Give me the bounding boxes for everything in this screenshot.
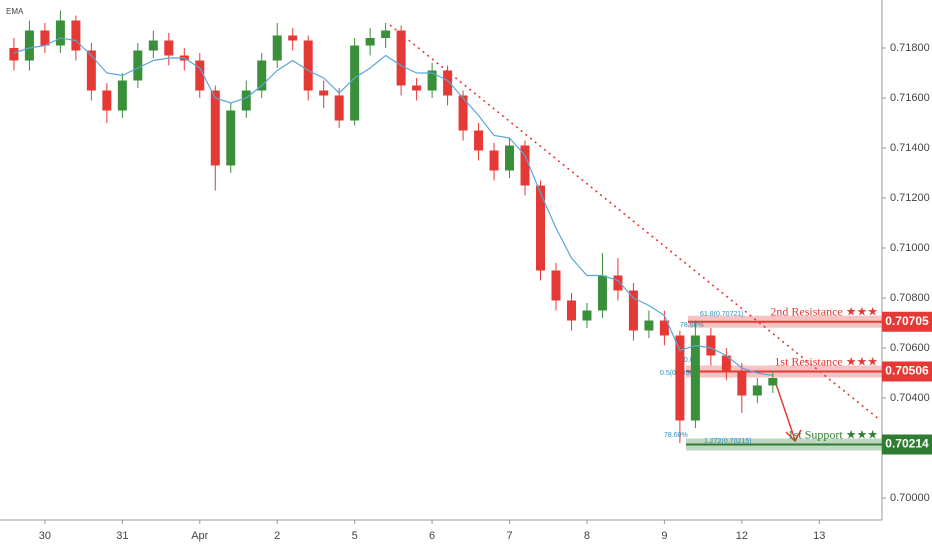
x-tick-label: 5 — [352, 530, 358, 542]
candle-body — [582, 310, 592, 321]
fib-label: 78.60% — [664, 432, 688, 439]
candle-body — [566, 300, 576, 321]
price-badge-label: 0.70705 — [885, 314, 929, 328]
candle-body — [350, 45, 360, 121]
candle-body — [489, 150, 499, 171]
candle-body — [102, 90, 112, 111]
candle-body — [257, 60, 267, 91]
candle-body — [628, 290, 638, 331]
candle-body — [303, 40, 313, 91]
candle-body — [117, 80, 127, 111]
y-tick-label: 0.70600 — [890, 342, 930, 354]
y-tick-label: 0.70800 — [890, 292, 930, 304]
candle-body — [752, 385, 762, 396]
candle-body — [241, 90, 251, 111]
candle-body — [536, 185, 546, 271]
candle-body — [9, 48, 19, 61]
zone-label: 2nd Resistance ★★★ — [770, 305, 878, 319]
candle-body — [520, 145, 530, 186]
candle-body — [133, 50, 143, 81]
candle-body — [40, 30, 50, 46]
price-badge — [882, 361, 932, 382]
y-tick-label: 0.71800 — [890, 42, 930, 54]
candle-body — [365, 38, 375, 46]
forecast-arrow — [775, 383, 802, 443]
y-tick-label: 0.71400 — [890, 142, 930, 154]
x-tick-label: 7 — [506, 530, 512, 542]
x-tick-label: 31 — [116, 530, 128, 542]
x-tick-label: Apr — [191, 530, 208, 542]
candle-body — [644, 320, 654, 331]
candle-body — [334, 95, 344, 121]
candle-body — [443, 70, 453, 96]
candle-body — [381, 30, 391, 38]
candle-body — [412, 85, 422, 91]
candle-body — [164, 40, 174, 56]
y-tick-label: 0.71600 — [890, 92, 930, 104]
candle-body — [690, 335, 700, 421]
price-badge-label: 0.70214 — [885, 437, 929, 451]
candle-body — [474, 130, 484, 151]
candle-body — [86, 50, 96, 91]
fib-label: 50.0% — [680, 357, 700, 364]
candle-body — [148, 40, 158, 51]
y-tick-label: 0.71000 — [890, 242, 930, 254]
candle-body — [272, 35, 282, 61]
candle-body — [597, 275, 607, 311]
zone-label: 1st Resistance ★★★ — [774, 354, 878, 368]
x-tick-label: 30 — [39, 530, 51, 542]
ema-line — [13, 37, 773, 377]
candle-body — [427, 70, 437, 91]
y-tick-label: 0.71200 — [890, 192, 930, 204]
candle-body — [210, 90, 220, 166]
price-badge-label: 0.70506 — [885, 364, 929, 378]
fib-label: 1.272(0.70215) — [704, 438, 751, 445]
candle-body — [675, 335, 685, 421]
candle-body — [613, 275, 623, 291]
fib-label: 78.60% — [680, 322, 704, 329]
candle-body — [24, 30, 34, 61]
candle-body — [737, 370, 747, 396]
candle-body — [195, 60, 205, 91]
candle-body — [706, 335, 716, 356]
x-tick-label: 12 — [736, 530, 748, 542]
candle-body — [288, 35, 298, 41]
x-tick-label: 6 — [429, 530, 435, 542]
price-badge — [882, 434, 932, 455]
x-tick-label: 9 — [661, 530, 667, 542]
candle-body — [505, 145, 515, 171]
candle-body — [721, 355, 731, 371]
zone-label: 1st Support ★★★ — [788, 427, 878, 441]
x-tick-label: 8 — [584, 530, 590, 542]
y-tick-label: 0.70000 — [890, 492, 930, 504]
candle-body — [551, 270, 561, 301]
y-tick-label: 0.70400 — [890, 392, 930, 404]
candle-body — [768, 378, 778, 386]
candle-body — [458, 95, 468, 131]
candle-body — [55, 20, 65, 46]
fib-label: 61.8(0.70721) — [700, 311, 744, 318]
x-tick-label: 13 — [813, 530, 825, 542]
candle-body — [71, 20, 81, 51]
candle-body — [226, 110, 236, 166]
candle-body — [319, 90, 329, 96]
indicator-label: EMA — [6, 7, 24, 16]
price-badge — [882, 311, 932, 332]
candle-body — [659, 320, 669, 336]
candle-body — [396, 30, 406, 86]
x-tick-label: 2 — [274, 530, 280, 542]
